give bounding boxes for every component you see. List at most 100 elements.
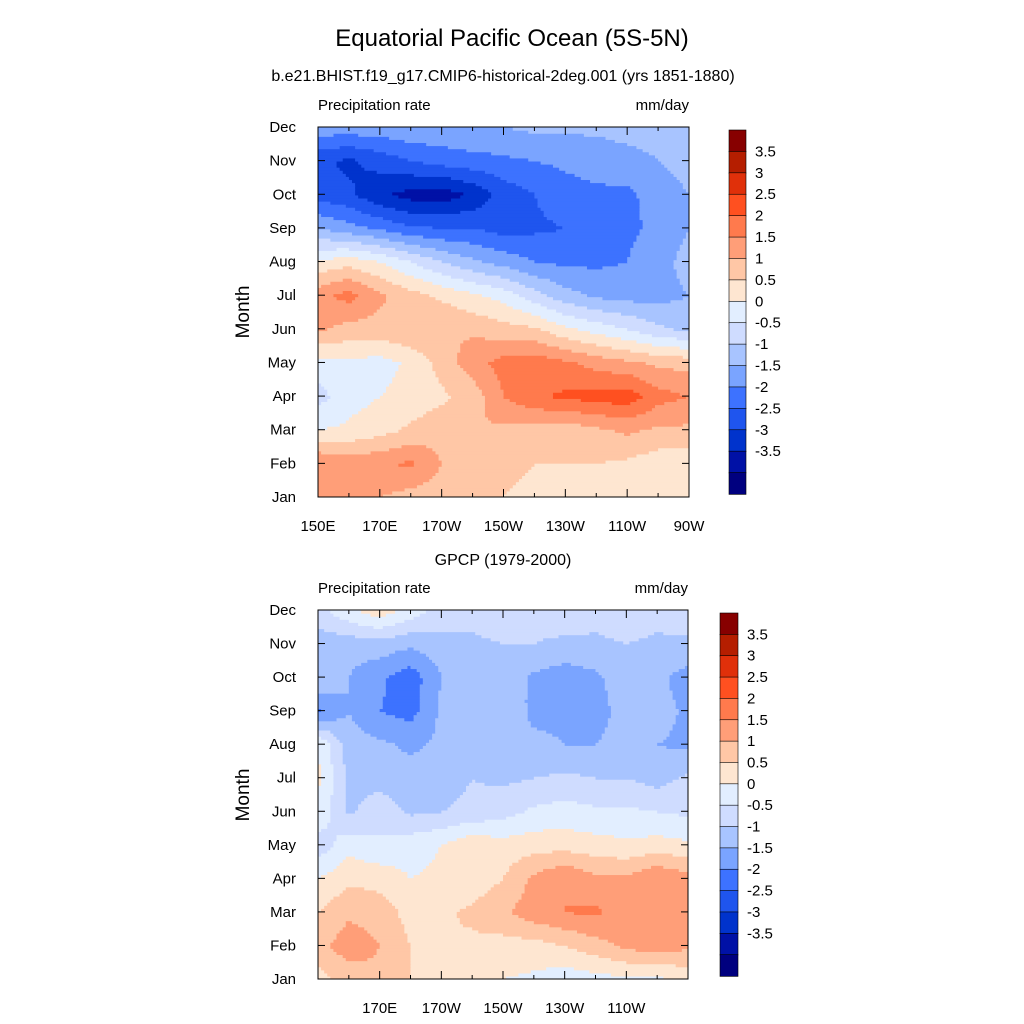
contour-cell: [438, 665, 550, 670]
contour-cell: [540, 315, 576, 319]
contour-cell: [658, 157, 689, 162]
contour-cell: [324, 905, 396, 909]
contour-cell: [682, 355, 689, 359]
contour-cell: [419, 705, 439, 709]
contour-cell: [499, 640, 538, 645]
contour-cell: [429, 358, 458, 362]
contour-cell: [419, 689, 439, 694]
contour-cell: [432, 859, 520, 863]
contour-cell: [438, 708, 529, 713]
contour-cell: [599, 426, 653, 430]
contour-cell: [330, 395, 381, 399]
contour-cell: [562, 299, 634, 304]
contour-cell: [484, 401, 517, 406]
contour-cell: [367, 404, 440, 409]
contour-cell: [586, 305, 689, 310]
contour-cell: [459, 920, 535, 925]
contour-cell: [386, 151, 492, 156]
contour-cell: [459, 917, 526, 922]
contour-cell: [318, 803, 331, 808]
contour-cell: [318, 923, 347, 928]
contour-cell: [410, 345, 461, 350]
contour-cell: [592, 871, 634, 876]
contour-cell: [607, 723, 674, 728]
contour-cell: [447, 392, 483, 396]
contour-cell: [318, 228, 331, 233]
contour-cell: [382, 892, 486, 897]
contour-cell: [318, 173, 347, 177]
y-tick-label: Jun: [272, 803, 296, 820]
contour-cell: [534, 191, 638, 196]
contour-cell: [450, 803, 538, 808]
contour-cell: [345, 809, 356, 814]
contour-cell: [484, 407, 545, 412]
contour-cell: [318, 404, 369, 409]
contour-cell: [385, 711, 418, 716]
contour-cell: [413, 717, 436, 722]
contour-cell: [629, 856, 688, 860]
contour-cell: [494, 262, 557, 267]
colorbar-label: 2.5: [755, 186, 776, 203]
contour-cell: [682, 241, 689, 245]
contour-cell: [348, 680, 387, 685]
contour-cell: [382, 791, 464, 796]
contour-cell: [355, 157, 409, 162]
contour-cell: [330, 899, 390, 903]
contour-cell: [515, 902, 688, 906]
contour-cell: [432, 361, 458, 366]
contour-cell: [478, 386, 502, 390]
contour-cell: [361, 662, 436, 666]
contour-cell: [318, 646, 409, 651]
contour-cell: [336, 951, 378, 955]
contour-cell: [500, 176, 582, 181]
contour-cell: [435, 450, 650, 455]
contour-cell: [385, 693, 421, 697]
contour-cell: [330, 942, 381, 946]
contour-cell: [318, 966, 322, 971]
contour-cell: [422, 677, 442, 682]
contour-cell: [364, 926, 405, 931]
contour-cell: [509, 865, 557, 869]
contour-cell: [630, 185, 684, 190]
contour-cell: [345, 797, 365, 802]
contour-cell: [348, 689, 387, 694]
contour-cell: [345, 886, 365, 891]
contour-cell: [536, 640, 624, 645]
contour-cell: [318, 831, 415, 836]
contour-cell: [318, 843, 335, 848]
contour-cell: [684, 772, 688, 777]
contour-cell: [395, 714, 415, 719]
contour-cell: [318, 142, 427, 147]
x-tick-label: 170E: [362, 518, 397, 535]
contour-cell: [672, 693, 688, 697]
contour-cell: [524, 809, 658, 814]
contour-cell: [348, 247, 396, 251]
contour-cell: [627, 456, 689, 461]
contour-cell: [661, 160, 689, 165]
contour-cell: [524, 889, 688, 894]
contour-cell: [392, 902, 473, 906]
colorbar-swatch: [728, 151, 747, 174]
contour-cell: [416, 416, 489, 421]
contour-cell: [355, 665, 409, 670]
contour-cell: [562, 312, 622, 316]
contour-cell: [598, 935, 688, 940]
contour-cell: [644, 782, 668, 786]
contour-cell: [318, 133, 335, 137]
contour-cell: [318, 769, 322, 774]
contour-cell: [342, 748, 402, 753]
contour-cell: [528, 130, 689, 134]
contour-cell: [318, 361, 403, 366]
contour-cell: [333, 769, 347, 774]
contour-cell: [318, 785, 335, 789]
contour-cell: [604, 634, 649, 639]
contour-cell: [573, 911, 603, 916]
contour-cell: [570, 849, 688, 854]
contour-cell: [333, 613, 372, 617]
contour-cell: [318, 321, 344, 325]
contour-cell: [595, 776, 680, 780]
contour-cell: [453, 800, 553, 805]
contour-cell: [636, 194, 689, 199]
contour-cell: [388, 653, 427, 657]
